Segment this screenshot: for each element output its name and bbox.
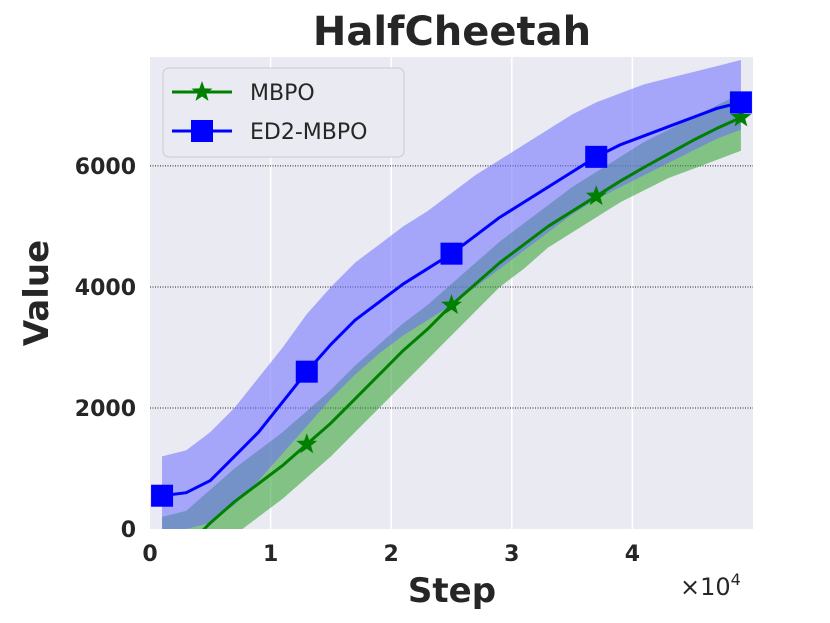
marker-mbpo — [585, 185, 607, 206]
series-markers — [151, 91, 752, 507]
x-tick-label: 2 — [384, 542, 399, 567]
y-tick-label: 0 — [121, 518, 136, 543]
legend-box — [162, 67, 405, 158]
x-tick-label: 3 — [504, 542, 519, 567]
x-axis-label: Step — [408, 571, 496, 611]
legend: MBPO ED2-MBPO — [162, 67, 405, 158]
marker-mbpo — [441, 294, 462, 314]
marker-ed2-mbpo — [440, 242, 463, 265]
x-tick-label: 1 — [263, 542, 278, 567]
x-tick-label: 4 — [625, 542, 640, 567]
y-axis-label: Value — [17, 240, 57, 346]
chart-title: HalfCheetah — [313, 9, 591, 55]
marker-mbpo — [296, 433, 318, 454]
x-axis-ticks: 0 1 2 3 4 — [142, 542, 640, 567]
y-tick-label: 2000 — [75, 397, 136, 422]
legend-marker-ed2-mbpo — [191, 120, 213, 142]
marker-ed2-mbpo — [295, 360, 318, 383]
legend-label-ed2-mbpo: ED2-MBPO — [250, 120, 367, 145]
x-tick-label: 0 — [142, 542, 157, 567]
y-tick-label: 4000 — [75, 276, 136, 301]
legend-label-mbpo: MBPO — [250, 81, 315, 106]
x-axis-multiplier: ×104 — [680, 570, 741, 601]
marker-ed2-mbpo — [585, 145, 608, 168]
legend-marker-mbpo — [191, 81, 213, 101]
y-tick-label: 6000 — [75, 155, 136, 180]
marker-mbpo — [730, 106, 752, 127]
marker-ed2-mbpo — [151, 484, 174, 507]
marker-ed2-mbpo — [729, 91, 752, 114]
y-axis-ticks: 0 2000 4000 6000 — [75, 155, 136, 543]
